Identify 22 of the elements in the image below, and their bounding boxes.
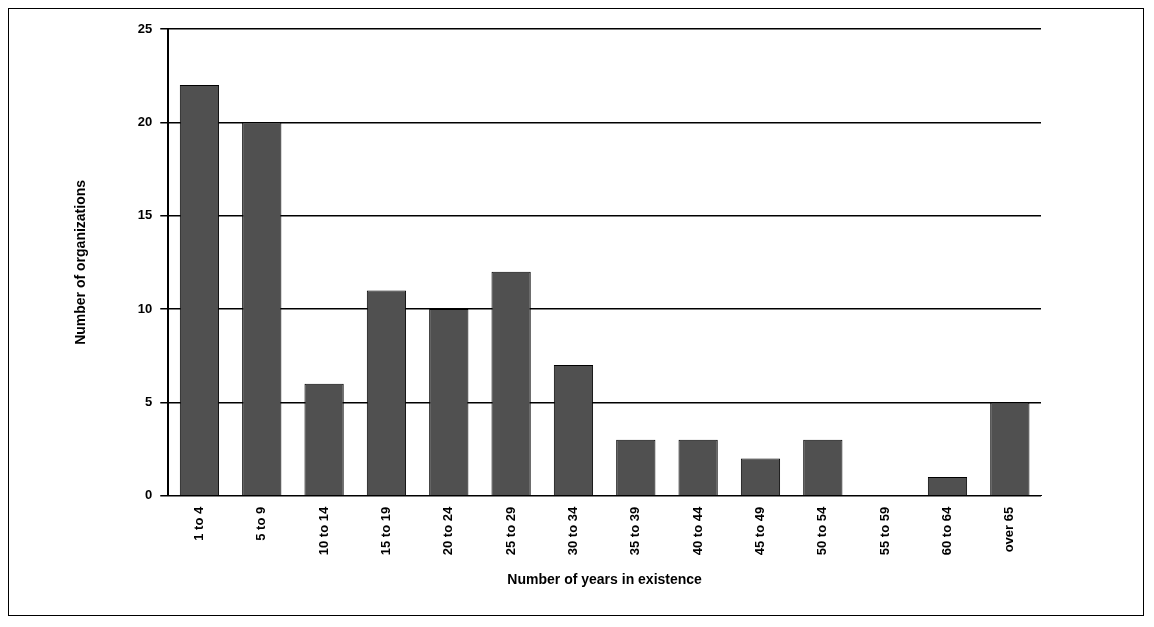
x-tick-label: 20 to 24 xyxy=(440,506,456,556)
x-tick-label: 40 to 44 xyxy=(689,506,705,556)
x-tick-label: 15 to 19 xyxy=(378,506,394,556)
x-tick-label: 1 to 4 xyxy=(191,506,207,541)
x-tick-label: over 65 xyxy=(1001,506,1017,553)
y-tick-label: 20 xyxy=(137,113,153,129)
x-tick-label: 10 to 14 xyxy=(315,506,331,556)
x-tick-label: 30 to 34 xyxy=(565,506,581,556)
x-tick-label: 45 to 49 xyxy=(752,506,768,556)
x-tick-label: 50 to 54 xyxy=(814,506,830,556)
x-tick-label: 55 to 59 xyxy=(876,506,892,556)
y-axis-title: Number of organizations xyxy=(72,179,89,345)
y-tick-label: 25 xyxy=(137,20,153,36)
x-tick-label: 60 to 64 xyxy=(939,506,955,556)
y-tick-label: 0 xyxy=(145,487,153,503)
y-tick-label: 5 xyxy=(145,394,153,410)
y-tick-label: 10 xyxy=(137,300,153,316)
x-axis-title: Number of years in existence xyxy=(507,571,703,588)
x-tick-label: 25 to 29 xyxy=(502,506,518,556)
x-tick-label: 5 to 9 xyxy=(253,506,269,541)
y-tick-label: 15 xyxy=(137,207,153,223)
x-tick-label: 35 to 39 xyxy=(627,506,643,556)
